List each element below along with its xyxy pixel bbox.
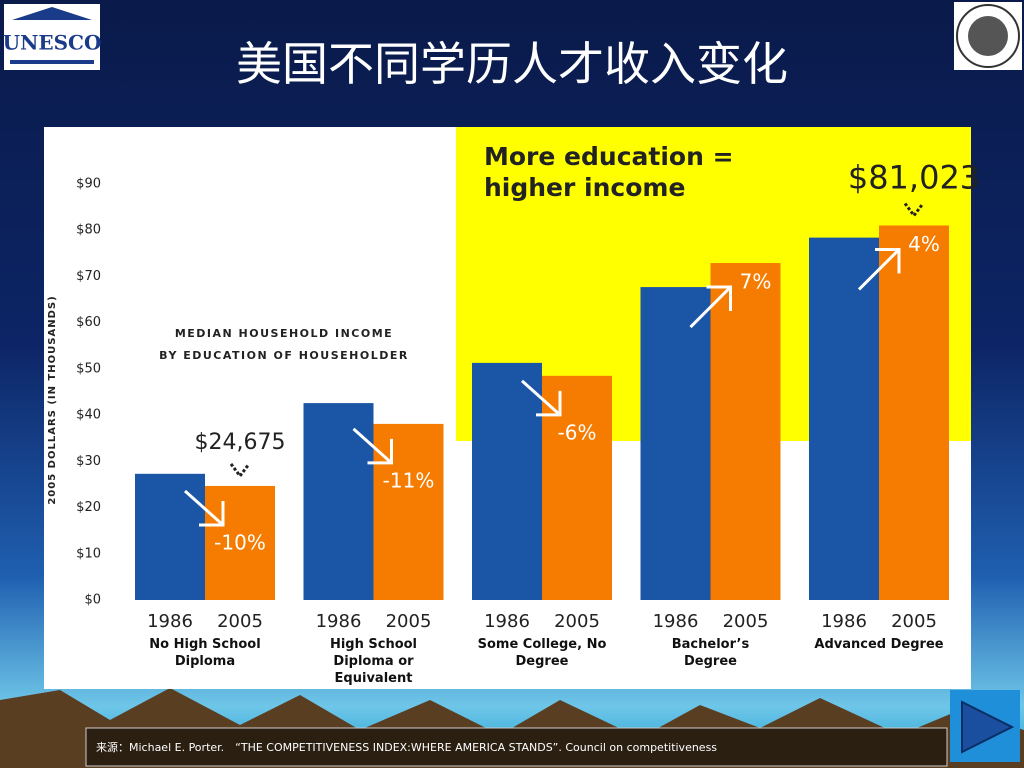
series-label: 2005 (891, 611, 937, 632)
headline: More education = (484, 142, 734, 171)
series-label: 2005 (386, 611, 432, 632)
y-tick-label: $60 (76, 315, 101, 330)
y-tick-label: $20 (76, 500, 101, 515)
change-arrow (520, 379, 562, 417)
category-label: No High School Diploma (149, 637, 261, 669)
category-label-box: High School Diploma or Equivalent (329, 637, 418, 686)
category-label: Bachelor’s Degree (671, 637, 750, 669)
series-label: 1986 (147, 611, 193, 632)
value-label: $81,023 (848, 158, 980, 196)
y-tick-label: $0 (84, 593, 101, 608)
category-label: Some College, No Degree (477, 637, 607, 669)
change-arrow (352, 427, 393, 465)
bar (205, 485, 275, 600)
change-label: 4% (908, 232, 940, 256)
logo-base (10, 60, 94, 64)
bar (640, 287, 711, 600)
category-label-box: Bachelor’s Degree (671, 637, 750, 669)
bar (879, 225, 949, 600)
series-label: 1986 (484, 611, 530, 632)
category-label: Advanced Degree (814, 637, 944, 652)
bar (472, 362, 542, 600)
y-axis-label: 2005 DOLLARS (IN THOUSANDS) (47, 295, 58, 504)
change-label: -10% (214, 530, 266, 554)
logo-text: UNESCO (3, 31, 102, 55)
bar (303, 403, 374, 600)
y-tick-label: $90 (76, 177, 101, 192)
y-tick-label: $70 (76, 269, 101, 284)
change-label: 7% (740, 270, 772, 294)
series-label: 1986 (821, 611, 867, 632)
change-arrow (183, 489, 225, 527)
series-label: 2005 (554, 611, 600, 632)
series-label: 1986 (316, 611, 362, 632)
bar (135, 473, 205, 600)
bar (373, 423, 444, 600)
category-label-box: Some College, No Degree (477, 637, 607, 669)
series-label: 2005 (217, 611, 263, 632)
logo2-core (968, 16, 1008, 56)
next-button[interactable] (961, 700, 1015, 754)
value-label: $24,675 (195, 430, 286, 455)
source-box (85, 727, 948, 767)
y-tick-label: $50 (76, 361, 101, 376)
source: 来源：Michael E. Porter. “THE COMPETITIVENE… (96, 740, 717, 754)
pointer (903, 202, 925, 218)
subtitle: MEDIAN HOUSEHOLD INCOME (175, 327, 393, 340)
y-tick-label: $30 (76, 454, 101, 469)
subtitle: BY EDUCATION OF HOUSEHOLDER (159, 349, 409, 362)
bar (542, 375, 612, 600)
logo2-ring (956, 4, 1020, 68)
logo-roof (12, 7, 92, 20)
change-arrow (857, 247, 901, 291)
bar (809, 237, 879, 600)
bar (710, 263, 781, 600)
headline: higher income (484, 173, 685, 202)
y-tick-label: $40 (76, 408, 101, 423)
category-label-box: No High School Diploma (149, 637, 261, 669)
change-arrow (689, 285, 732, 329)
slide-title: 美国不同学历人才收入变化 (236, 37, 788, 91)
y-tick-label: $10 (76, 546, 101, 561)
category-label-box: Advanced Degree (814, 637, 944, 652)
change-label: -6% (558, 420, 597, 444)
series-label: 1986 (653, 611, 699, 632)
change-label: -11% (383, 468, 435, 492)
category-label: High School Diploma or Equivalent (329, 637, 418, 686)
pointer (229, 463, 251, 479)
y-tick-label: $80 (76, 223, 101, 238)
series-label: 2005 (723, 611, 769, 632)
